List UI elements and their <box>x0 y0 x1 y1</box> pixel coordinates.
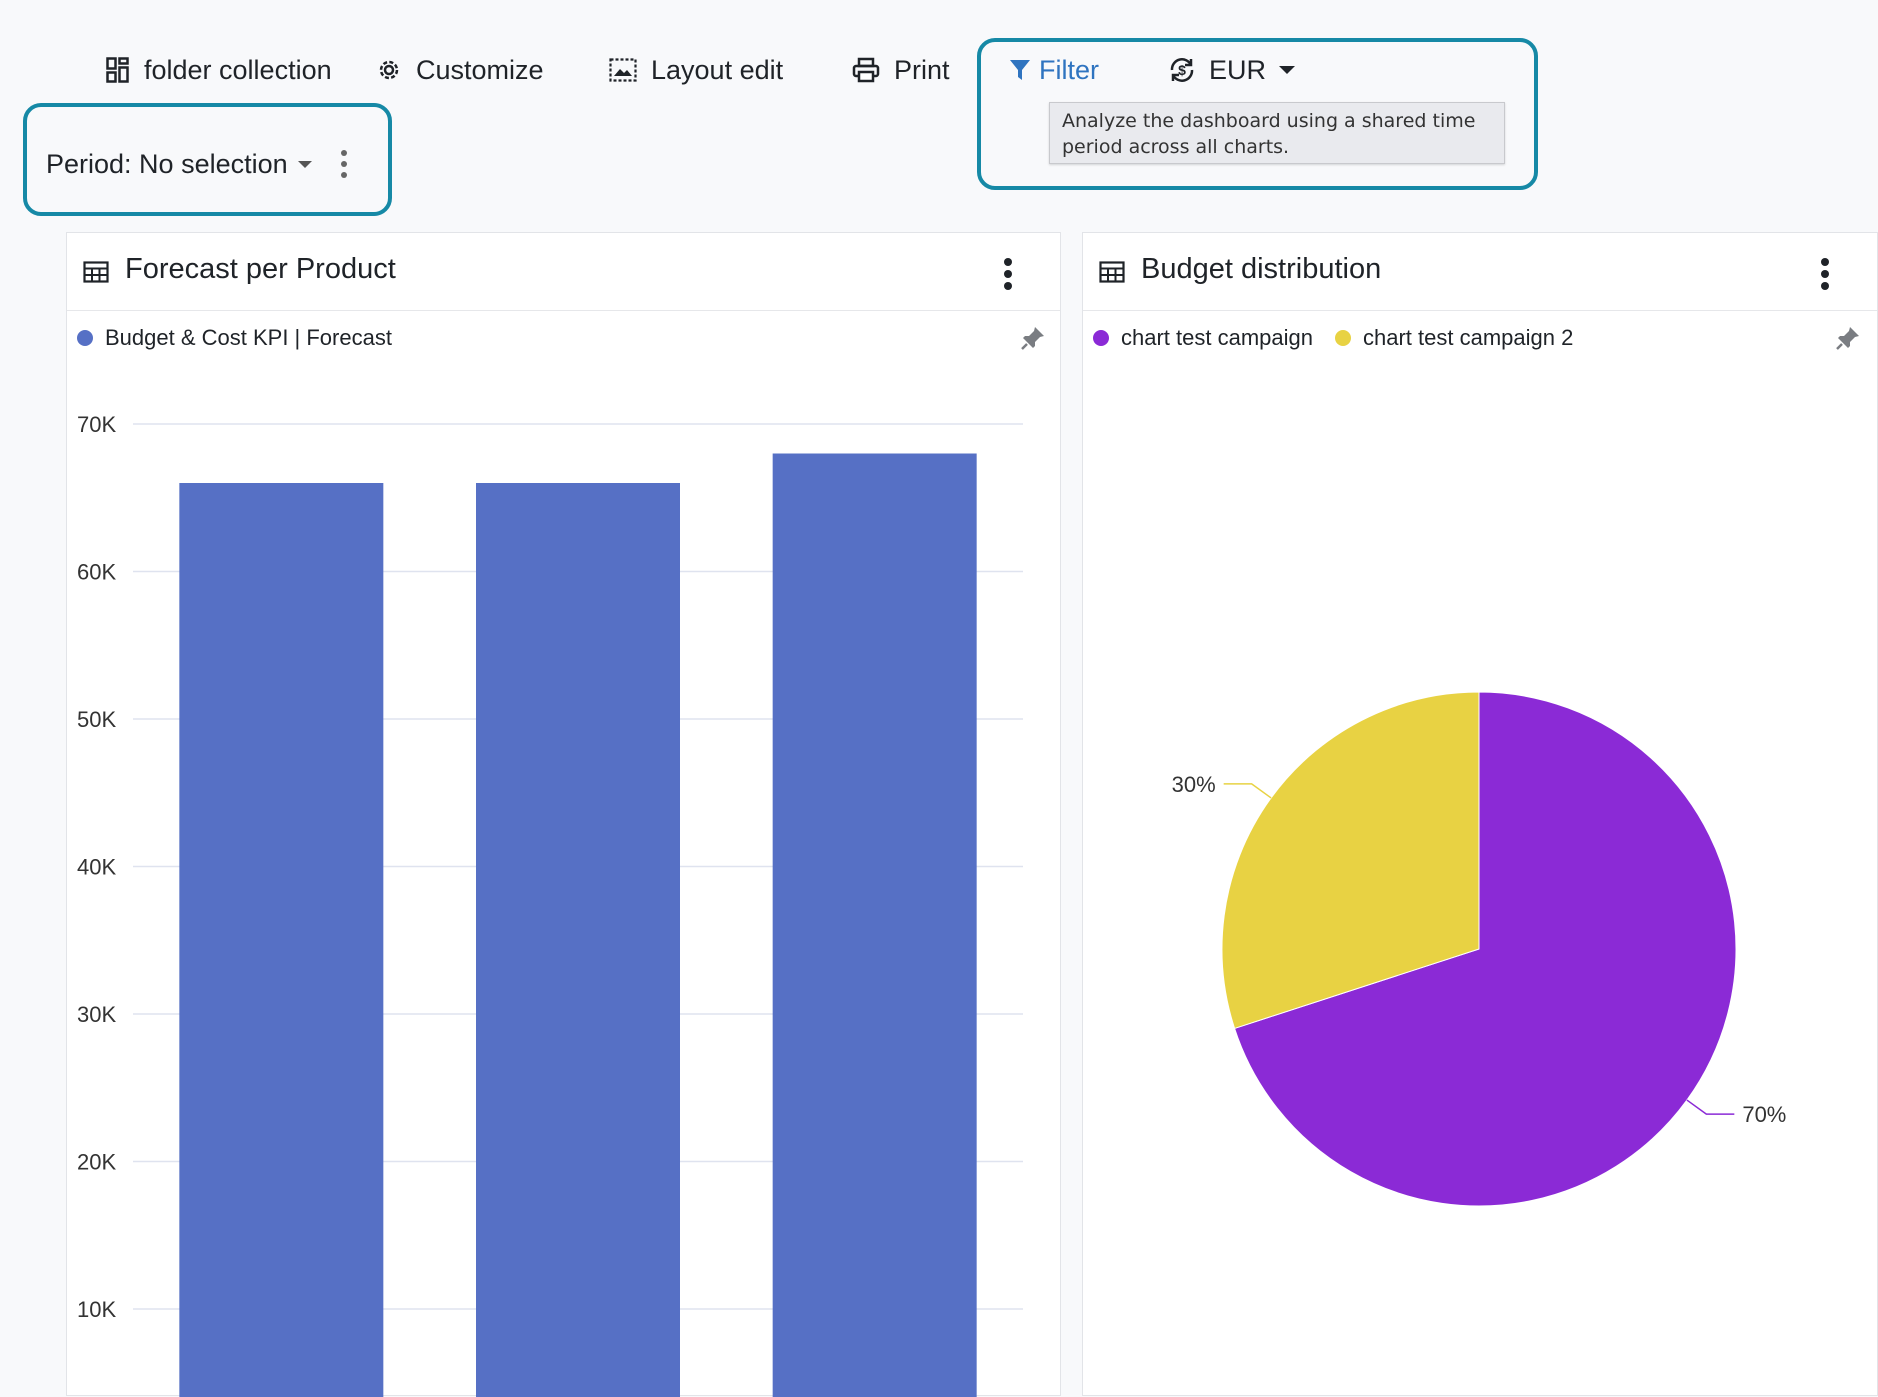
y-tick-label: 30K <box>77 1002 116 1027</box>
bar[interactable] <box>476 483 680 1397</box>
filter-label: Filter <box>1039 55 1099 86</box>
filter-icon <box>1009 58 1031 82</box>
period-label: Period: No selection <box>46 149 288 180</box>
filter-tooltip: Analyze the dashboard using a shared tim… <box>1049 102 1505 164</box>
y-tick-label: 20K <box>77 1150 116 1175</box>
y-tick-label: 10K <box>77 1297 116 1322</box>
budget-panel: Budget distribution chart test campaign … <box>1082 232 1878 1396</box>
pie-data-label: 30% <box>1172 772 1216 797</box>
currency-exchange-icon: $ <box>1167 55 1197 85</box>
bar[interactable] <box>773 454 977 1397</box>
print-button[interactable]: Print <box>852 50 950 90</box>
y-tick-label: 60K <box>77 560 116 585</box>
layout-edit-icon <box>609 58 637 82</box>
y-tick-label: 70K <box>77 412 116 437</box>
budget-pie-chart: 70% 30% <box>1083 233 1878 1397</box>
pie-leader-line <box>1224 784 1271 798</box>
bar[interactable] <box>179 483 383 1397</box>
forecast-panel: Forecast per Product Budget & Cost KPI |… <box>66 232 1061 1396</box>
currency-selector[interactable]: $ EUR <box>1167 50 1296 90</box>
y-tick-label: 40K <box>77 855 116 880</box>
period-more-options-icon[interactable] <box>337 148 351 180</box>
svg-text:$: $ <box>1178 62 1186 78</box>
layout-edit-button[interactable]: Layout edit <box>609 50 783 90</box>
pie-leader-line <box>1687 1100 1734 1114</box>
filter-button[interactable]: Filter <box>1009 50 1099 90</box>
print-label: Print <box>894 55 950 86</box>
caret-down-icon <box>1278 64 1296 76</box>
folder-collection-button[interactable]: folder collection <box>106 50 332 90</box>
forecast-bar-chart: 10K 20K 30K 40K 50K 60K 70K <box>67 233 1062 1397</box>
period-selector[interactable]: Period: No selection <box>46 144 312 184</box>
dashboard-grid-icon <box>106 57 130 83</box>
y-tick-label: 50K <box>77 707 116 732</box>
currency-label: EUR <box>1209 55 1266 86</box>
folder-collection-label: folder collection <box>144 55 332 86</box>
customize-label: Customize <box>416 55 544 86</box>
gear-icon <box>376 57 402 83</box>
pie-data-label: 70% <box>1742 1102 1786 1127</box>
printer-icon <box>852 57 880 83</box>
customize-button[interactable]: Customize <box>376 50 544 90</box>
caret-down-icon <box>298 161 312 168</box>
layout-edit-label: Layout edit <box>651 55 783 86</box>
